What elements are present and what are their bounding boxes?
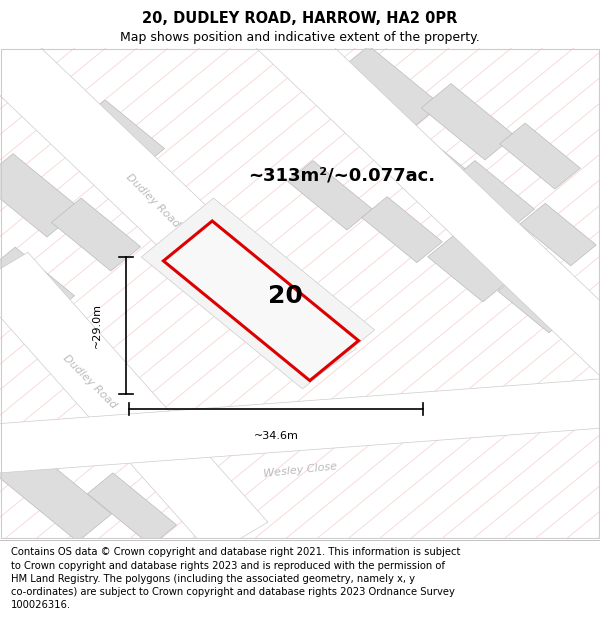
Polygon shape (0, 377, 600, 475)
Polygon shape (287, 161, 373, 230)
Text: ~34.6m: ~34.6m (254, 431, 298, 441)
Polygon shape (0, 154, 81, 237)
Polygon shape (449, 161, 535, 230)
Text: Dudley Road: Dudley Road (124, 171, 182, 229)
Polygon shape (520, 203, 596, 266)
Text: Contains OS data © Crown copyright and database right 2021. This information is : Contains OS data © Crown copyright and d… (11, 548, 460, 610)
Text: Wesley Close: Wesley Close (263, 461, 337, 479)
Polygon shape (52, 198, 140, 271)
Polygon shape (373, 118, 467, 194)
Polygon shape (500, 123, 580, 189)
Text: 20: 20 (268, 284, 302, 308)
Polygon shape (339, 46, 441, 129)
Polygon shape (428, 236, 508, 302)
Text: Map shows position and indicative extent of the property.: Map shows position and indicative extent… (120, 31, 480, 44)
Polygon shape (362, 197, 442, 262)
Polygon shape (0, 62, 103, 152)
Polygon shape (76, 100, 164, 173)
Polygon shape (0, 438, 112, 542)
Polygon shape (88, 473, 176, 546)
Text: Dudley Road: Dudley Road (61, 353, 119, 411)
Text: ~29.0m: ~29.0m (92, 303, 102, 348)
Text: 20, DUDLEY ROAD, HARROW, HA2 0PR: 20, DUDLEY ROAD, HARROW, HA2 0PR (142, 11, 458, 26)
Polygon shape (247, 8, 600, 383)
Polygon shape (0, 253, 268, 556)
Polygon shape (0, 5, 356, 386)
Polygon shape (142, 198, 374, 389)
Polygon shape (498, 274, 570, 332)
Polygon shape (421, 84, 515, 160)
Text: ~313m²/~0.077ac.: ~313m²/~0.077ac. (248, 167, 436, 185)
Polygon shape (163, 221, 359, 381)
Polygon shape (0, 248, 74, 320)
